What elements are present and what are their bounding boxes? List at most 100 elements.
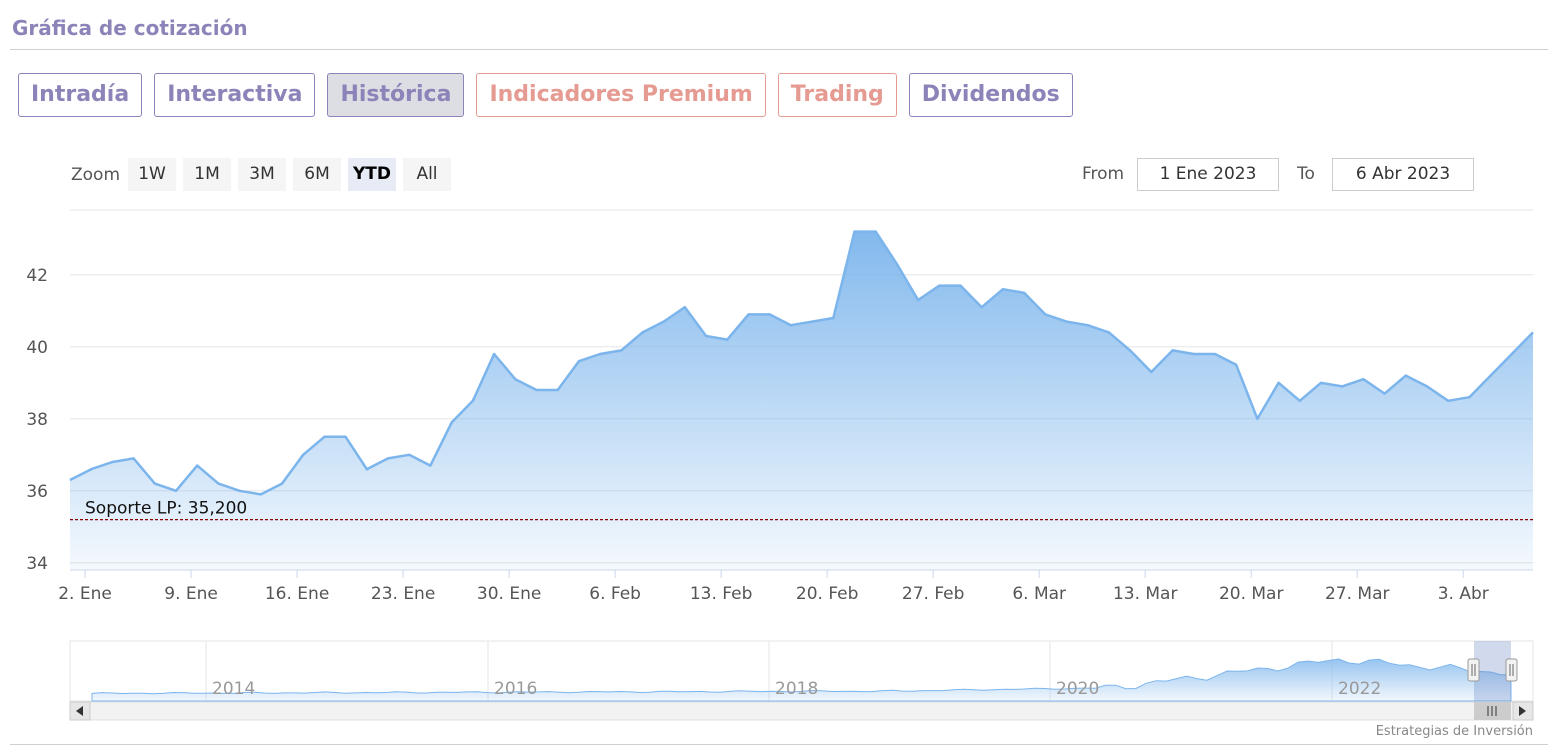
x-tick-label: 20. Mar [1219, 584, 1284, 604]
data-point [1403, 373, 1408, 378]
tab-indicadores-premium[interactable]: Indicadores Premium [476, 73, 766, 117]
x-tick-label: 6. Feb [589, 584, 641, 604]
data-point [979, 305, 984, 310]
data-point [852, 229, 857, 234]
zoom-1m-button[interactable]: 1M [183, 158, 231, 191]
chart-credit: Estrategias de Inversión [1375, 724, 1533, 739]
zoom-1w-button[interactable]: 1W [128, 158, 176, 191]
navigator-year-label: 2022 [1338, 679, 1381, 699]
data-point [407, 452, 412, 457]
y-tick-label: 34 [26, 554, 48, 574]
x-tick-label: 27. Feb [902, 584, 965, 604]
zoom-3m-button[interactable]: 3M [238, 158, 286, 191]
data-point [703, 333, 708, 338]
data-point [1467, 395, 1472, 400]
zoom-label: Zoom [71, 165, 121, 185]
y-tick-label: 36 [26, 482, 48, 502]
zoom-all-button[interactable]: All [403, 158, 451, 191]
bottom-divider [10, 744, 1548, 745]
tab-intradia[interactable]: Intradía [18, 73, 143, 117]
data-point [1085, 323, 1090, 328]
data-point [661, 319, 666, 324]
data-point [301, 452, 306, 457]
x-tick-label: 16. Ene [265, 584, 329, 604]
x-tick-label: 3. Abr [1438, 584, 1489, 604]
data-point [937, 283, 942, 288]
chart-axes: 34 36 38 40 42 2. Ene 9. Ene 16. Ene 23. Ene 30. … [26, 266, 1533, 604]
data-point [1106, 330, 1111, 335]
data-point [597, 351, 602, 356]
data-point [640, 330, 645, 335]
data-point [1382, 391, 1387, 396]
navigator-right-handle[interactable] [1505, 658, 1518, 682]
data-point [364, 467, 369, 472]
data-point [1488, 373, 1493, 378]
y-tick-label: 42 [26, 266, 48, 286]
data-point [725, 337, 730, 342]
data-point [89, 467, 94, 472]
support-label: Soporte LP: 35,200 [85, 499, 247, 519]
zoom-ytd-button[interactable]: YTD [348, 158, 396, 191]
data-point [470, 398, 475, 403]
data-point [322, 434, 327, 439]
x-tick-label: 27. Mar [1325, 584, 1390, 604]
data-point [1530, 330, 1535, 335]
range-to-input[interactable]: 6 Abr 2023 [1332, 158, 1474, 191]
chart-tabs: Intradía Interactiva Histórica Indicador… [18, 73, 1073, 117]
data-point [258, 492, 263, 497]
data-point [216, 481, 221, 486]
x-tick-label: 13. Feb [690, 584, 753, 604]
data-point [831, 315, 836, 320]
navigator-year-label: 2016 [494, 679, 537, 699]
data-point [1276, 380, 1281, 385]
tab-trading[interactable]: Trading [777, 73, 897, 117]
tab-interactiva[interactable]: Interactiva [154, 73, 316, 117]
navigator-year-label: 2018 [775, 679, 818, 699]
section-title: Gráfica de cotización [12, 16, 248, 40]
data-point [1509, 351, 1514, 356]
data-point [1318, 380, 1323, 385]
data-point [1064, 319, 1069, 324]
y-tick-label: 40 [26, 338, 48, 358]
chart-plot: Soporte LP: 35,200 [69, 229, 1535, 570]
zoom-6m-button[interactable]: 6M [293, 158, 341, 191]
data-point [152, 481, 157, 486]
data-point [1149, 369, 1154, 374]
navigator-year-label: 2020 [1056, 679, 1099, 699]
data-point [1424, 384, 1429, 389]
data-point [767, 312, 772, 317]
data-point [810, 319, 815, 324]
data-point [1340, 384, 1345, 389]
data-point [873, 229, 878, 234]
data-point [428, 463, 433, 468]
navigator-scrollbar-track[interactable] [69, 701, 1534, 721]
x-tick-label: 2. Ene [58, 584, 112, 604]
navigator-left-handle[interactable] [1467, 658, 1480, 682]
x-tick-label: 13. Mar [1113, 584, 1178, 604]
data-point [449, 420, 454, 425]
data-point [1297, 398, 1302, 403]
arrow-left-icon [76, 706, 83, 716]
data-point [1000, 287, 1005, 292]
data-point [237, 488, 242, 493]
series-line [69, 230, 1534, 496]
data-point [1255, 416, 1260, 421]
data-point [131, 456, 136, 461]
tab-dividendos[interactable]: Dividendos [908, 73, 1073, 117]
x-tick-label: 23. Ene [371, 584, 435, 604]
data-point [1191, 351, 1196, 356]
x-tick-label: 9. Ene [164, 584, 218, 604]
data-point [1234, 362, 1239, 367]
data-point [385, 456, 390, 461]
range-to-label: To [1297, 164, 1315, 184]
tab-historica[interactable]: Histórica [327, 73, 465, 117]
data-point [746, 312, 751, 317]
zoom-buttons: 1W 1M 3M 6M YTD All [128, 158, 451, 191]
range-from-input[interactable]: 1 Ene 2023 [1137, 158, 1279, 191]
series-area [70, 231, 1533, 570]
data-point [555, 387, 560, 392]
data-point [491, 351, 496, 356]
data-point [1212, 351, 1217, 356]
navigator-selected-range[interactable] [1474, 641, 1511, 701]
range-from-label: From [1082, 164, 1125, 184]
